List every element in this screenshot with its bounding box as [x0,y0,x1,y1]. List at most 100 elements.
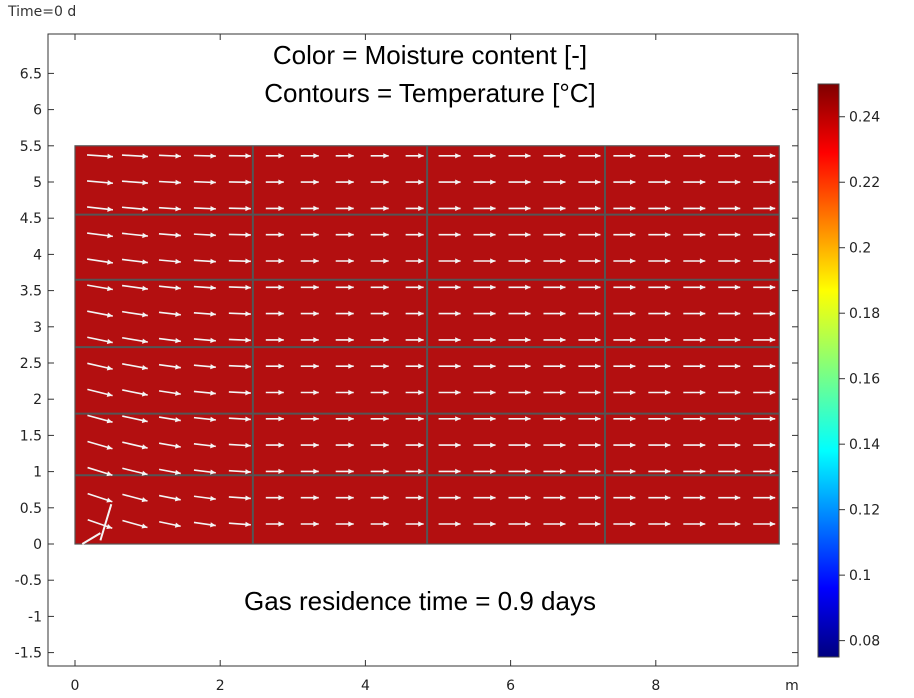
velocity-arrow [753,521,776,527]
velocity-arrow [87,336,113,345]
colorbar-tick-label: 0.12 [849,503,880,519]
velocity-arrow [87,466,113,477]
velocity-arrow [300,495,319,501]
velocity-arrow [683,258,706,264]
velocity-arrow [300,389,319,396]
y-tick-label: 4 [33,247,42,263]
y-tick-label: 3 [33,320,42,336]
velocity-arrow [335,232,354,238]
velocity-arrow [122,389,148,397]
velocity-arrow [405,416,424,422]
velocity-arrow [81,503,113,545]
velocity-arrow [265,310,284,317]
velocity-arrow [718,205,741,212]
velocity-arrow [87,258,113,265]
velocity-arrow [370,310,389,317]
velocity-arrow [300,521,319,527]
velocity-arrow [265,521,284,527]
velocity-arrow [648,205,671,212]
velocity-arrow [683,389,706,396]
y-tick-label: 2 [33,392,42,408]
y-tick-label: 5 [33,175,42,191]
velocity-arrow [718,442,741,448]
velocity-arrow [718,153,741,159]
velocity-arrow [86,206,114,212]
y-tick-label: -1 [28,609,42,625]
velocity-arrow [718,363,741,369]
velocity-arrow [473,258,496,264]
velocity-arrow [193,153,216,159]
velocity-arrow [158,206,181,212]
velocity-arrow [405,153,424,159]
velocity-arrow [683,442,706,448]
velocity-arrow [648,284,671,290]
velocity-arrow [578,389,601,396]
time-label: Time=0 d [8,4,77,20]
velocity-arrow [613,442,636,448]
velocity-arrow [438,179,461,185]
velocity-arrow [300,337,319,343]
velocity-arrow [158,285,181,291]
velocity-arrow [613,179,636,185]
velocity-arrow [300,153,319,159]
velocity-arrow [370,521,389,527]
velocity-arrow [438,284,461,290]
velocity-arrow [473,205,496,212]
velocity-arrow [87,440,113,450]
velocity-arrow [613,495,636,501]
velocity-arrow [578,310,601,317]
x-tick-label: 4 [361,678,370,694]
velocity-arrow [265,258,284,264]
velocity-arrow [370,416,389,422]
velocity-arrow [508,153,531,159]
velocity-arrow [543,389,566,396]
velocity-arrow [405,179,424,185]
velocity-arrow [228,258,251,264]
velocity-arrow [121,153,148,159]
chart-title: Color = Moisture content [-] [272,40,588,70]
velocity-arrow [300,205,319,212]
velocity-arrow [405,363,424,369]
velocity-arrow [718,232,741,238]
velocity-arrow [578,284,601,290]
velocity-arrow [578,521,601,527]
velocity-arrow [683,205,706,212]
velocity-arrow [683,468,706,475]
velocity-arrow [508,468,531,475]
velocity-arrow [228,521,251,527]
velocity-arrow [158,363,181,370]
y-tick-label: 3.5 [20,284,42,300]
velocity-arrow [543,521,566,527]
velocity-arrow [300,468,319,475]
velocity-arrow [370,179,389,185]
velocity-arrow [718,416,741,422]
velocity-arrow [613,521,636,527]
velocity-arrow [473,363,496,369]
y-tick-label: 6.5 [20,66,42,82]
velocity-arrow [438,468,461,475]
velocity-arrow [613,205,636,212]
velocity-arrow [683,179,706,185]
velocity-arrow [578,258,601,264]
velocity-arrow [228,469,251,475]
y-tick-label: 1 [33,465,42,481]
velocity-arrow [718,310,741,317]
velocity-arrow [648,179,671,185]
velocity-arrow [683,310,706,317]
velocity-arrow [753,442,776,448]
velocity-arrow [228,232,251,238]
x-unit-label: m [785,678,799,694]
velocity-arrow [335,337,354,343]
velocity-arrow [753,258,776,264]
velocity-arrow [613,337,636,343]
velocity-arrow [370,258,389,264]
velocity-arrow [370,389,389,396]
velocity-arrow [193,206,216,212]
velocity-arrow [370,205,389,212]
velocity-arrow [370,442,389,448]
velocity-arrow [335,389,354,396]
residence-time-annotation: Gas residence time = 0.9 days [244,586,596,616]
velocity-arrow [473,521,496,527]
velocity-arrow [753,468,776,475]
